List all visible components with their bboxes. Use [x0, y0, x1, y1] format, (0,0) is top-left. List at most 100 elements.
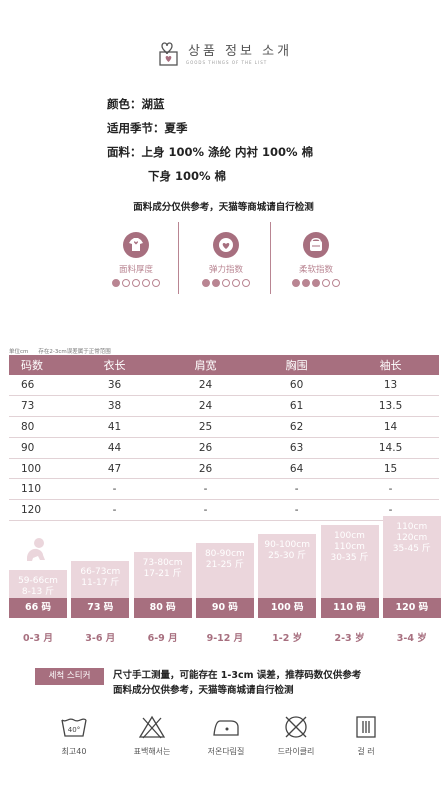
table-cell: -: [251, 499, 343, 522]
col-chest: 胸围: [251, 355, 343, 375]
fabric-notice: 面料成分仅供参考，天猫等商城请自行检测: [133, 202, 314, 213]
step-age: 0-3 月: [23, 633, 53, 644]
step-age: 6-9 月: [147, 633, 178, 644]
table-cell: 13.5: [342, 395, 439, 418]
table-cell: 26: [160, 437, 252, 459]
rating-dot-filled: [312, 279, 320, 287]
table-header-row: 码数 衣长 肩宽 胸围 袖长: [9, 355, 439, 375]
page-header: 상품 정보 소개 GOODS THINGS OF THE LIST: [0, 38, 447, 72]
fabric-bottom: 下身 100% 棉: [148, 169, 227, 183]
indicator-softness: 柔软指数: [276, 232, 356, 287]
rating-dots: [276, 279, 356, 287]
table-cell: 66: [9, 375, 69, 397]
table-row: 100 47 26 64 15: [9, 458, 439, 480]
sticker-line-1: 尺寸手工测量，可能存在 1-3cm 误差，推荐码数仅供参考: [113, 670, 362, 681]
table-cell: 38: [69, 395, 161, 418]
step-age: 9-12 月: [206, 633, 244, 644]
table-cell: 14: [342, 416, 439, 438]
season-label: 适用季节：: [107, 121, 165, 135]
shirt-icon: [123, 232, 149, 258]
table-cell: 90: [9, 437, 69, 459]
color-label: 颜色：: [107, 97, 142, 111]
care-no-bleach: 표백해서는: [112, 714, 192, 757]
divider: [270, 222, 271, 294]
hang-dry-icon: [356, 716, 376, 738]
table-row: 66 36 24 60 13: [9, 375, 439, 397]
care-iron-low: 저온다림질: [186, 714, 266, 757]
size-step: 66-73cm 11-17 斤 73 码: [71, 561, 130, 618]
rating-dot-empty: [152, 279, 160, 287]
page-title: 상품 정보 소개: [188, 44, 293, 59]
care-label: 걸 러: [357, 747, 375, 756]
table-cell: 15: [342, 458, 439, 480]
step-weight: 21-25 斤: [205, 560, 244, 570]
tolerance-note: 存在2-3cm误差属于正常范围: [38, 349, 111, 355]
rating-dot-empty: [242, 279, 250, 287]
no-bleach-icon: [138, 715, 166, 739]
step-weight: 25-30 斤: [268, 551, 307, 561]
table-cell: 63: [251, 437, 343, 459]
table-cell: 41: [69, 416, 161, 438]
indicator-thickness: 面料厚度: [96, 232, 176, 287]
size-step: 73-80cm 17-21 斤 80 码: [133, 552, 192, 618]
table-cell: 26: [160, 458, 252, 480]
table-cell: 24: [160, 375, 252, 397]
table-row: 80 41 25 62 14: [9, 416, 439, 438]
product-info: 颜色：湖蓝 适用季节：夏季 面料：上身 100% 涤纶 内衬 100% 棉 下身…: [107, 94, 313, 190]
col-shoulder: 肩宽: [160, 355, 252, 375]
table-cell: 24: [160, 395, 252, 418]
col-sleeve: 袖长: [342, 355, 439, 375]
care-no-dry-clean: 드라이클리: [256, 714, 336, 757]
logo-icon: [159, 42, 178, 66]
step-height: 73-80cm: [142, 558, 183, 568]
rating-dot-filled: [112, 279, 120, 287]
table-row: 90 44 26 63 14.5: [9, 437, 439, 459]
cushion-icon: [303, 232, 329, 258]
care-label: 최고40: [61, 747, 87, 756]
table-cell: 44: [69, 437, 161, 459]
step-height: 120cm: [396, 533, 428, 543]
size-steps: 59-66cm 8-13 斤 66 码 0-3 月 66-73cm 11-17 斤 73 码…: [9, 516, 441, 644]
step-height: 110cm: [396, 522, 428, 532]
col-length: 衣长: [69, 355, 161, 375]
wash-temp: 40°: [68, 726, 80, 734]
step-age: 3-6 月: [85, 633, 116, 644]
step-size-label: 100 码: [258, 598, 317, 618]
table-row: 110- - - -: [9, 478, 439, 501]
rating-dot-filled: [212, 279, 220, 287]
rating-dot-empty: [222, 279, 230, 287]
step-size-label: 110 码: [320, 598, 379, 618]
step-weight: 8-13 斤: [21, 587, 55, 597]
step-size-label: 120 码: [382, 598, 441, 618]
rating-dot-filled: [292, 279, 300, 287]
table-cell: -: [160, 499, 252, 522]
table-cell: -: [160, 478, 252, 501]
sticker-tag: 세척 스티커: [35, 668, 104, 685]
indicator-label: 面料厚度: [118, 265, 153, 275]
fabric-indicators: 面料厚度 弹力指数 柔软指数: [0, 222, 447, 302]
rating-dot-empty: [122, 279, 130, 287]
step-size-label: 66 码: [9, 598, 67, 618]
table-cell: -: [251, 478, 343, 501]
fabric-top: 上身 100% 涤纶 内衬 100% 棉: [141, 145, 314, 159]
step-age: 2-3 岁: [334, 633, 365, 644]
table-cell: 62: [251, 416, 343, 438]
no-dry-clean-icon: [285, 716, 307, 738]
care-label: 드라이클리: [277, 747, 315, 756]
rating-dots: [96, 279, 176, 287]
table-cell: 47: [69, 458, 161, 480]
step-weight: 35-45 斤: [392, 544, 431, 554]
size-step: 90-100cm 25-30 斤 100 码: [258, 534, 317, 618]
sticker-text: 尺寸手工测量，可能存在 1-3cm 误差，推荐码数仅供参考 面料成分仅供参考，天…: [113, 668, 361, 698]
info-fabric: 面料：上身 100% 涤纶 内衬 100% 棉: [107, 142, 313, 166]
rating-dots: [186, 279, 266, 287]
size-step: 100cm 110cm 30-35 斤 110 码: [320, 525, 379, 618]
fabric-label: 面料：: [107, 145, 142, 159]
care-hang-dry: 걸 러: [326, 714, 406, 757]
table-cell: 100: [9, 458, 69, 480]
care-label: 저온다림질: [207, 747, 245, 756]
table-cell: 120: [9, 499, 69, 522]
step-size-label: 73 码: [71, 598, 130, 618]
unit-label: 单位cm: [9, 349, 29, 355]
color-value: 湖蓝: [141, 97, 165, 111]
